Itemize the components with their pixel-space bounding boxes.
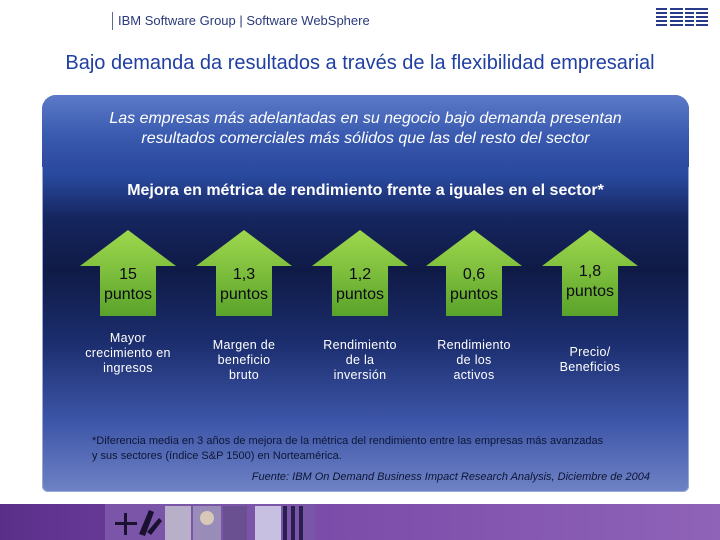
footnote-line-2: y sus sectores (índice S&P 1500) en Nort…: [92, 450, 342, 462]
metric-value-1: 15 puntos: [80, 265, 176, 305]
metric-value-unit: puntos: [449, 286, 499, 303]
metric-value-number: 15: [119, 266, 137, 283]
arrow-up-icon: [542, 230, 638, 316]
metric-label-3: Rendimiento de la inversión: [300, 338, 420, 383]
metric-value-5: 1,8 puntos: [542, 262, 638, 302]
slide-title: Bajo demanda da resultados a través de l…: [65, 52, 655, 74]
label-line: Rendimiento: [437, 338, 511, 352]
metric-value-number: 1,2: [348, 266, 372, 283]
arrow-up-icon: [426, 230, 522, 316]
label-line: Rendimiento: [323, 338, 397, 352]
metric-value-number: 1,8: [578, 263, 602, 280]
arrow-up-icon: [312, 230, 408, 316]
label-line: Mayor: [109, 331, 147, 345]
metric-label-1: Mayor crecimiento en ingresos: [68, 331, 188, 376]
label-line: beneficio: [217, 353, 271, 367]
content-panel: Las empresas más adelantadas en su negoc…: [42, 95, 689, 492]
label-line: de los: [456, 353, 492, 367]
metric-value-unit: puntos: [103, 286, 153, 303]
ibm-logo: [656, 6, 708, 28]
footer-image-strip: [105, 504, 315, 540]
source-note: Fuente: IBM On Demand Business Impact Re…: [251, 471, 650, 483]
panel-subtitle: Las empresas más adelantadas en su negoc…: [42, 109, 689, 149]
metric-value-unit: puntos: [565, 283, 615, 300]
subtitle-line-2: resultados comerciales más sólidos que l…: [141, 130, 590, 147]
metric-value-number: 1,3: [232, 266, 256, 283]
label-line: bruto: [229, 368, 259, 382]
metric-value-number: 0,6: [462, 266, 486, 283]
metric-value-2: 1,3 puntos: [196, 265, 292, 305]
metric-label-2: Margen de beneficio bruto: [184, 338, 304, 383]
label-line: inversión: [333, 368, 387, 382]
header-text: IBM Software Group | Software WebSphere: [118, 13, 370, 28]
footnote-line-1: *Diferencia media en 3 años de mejora de…: [92, 435, 604, 447]
subtitle-line-1: Las empresas más adelantadas en su negoc…: [109, 110, 622, 127]
arrow-up-icon: [196, 230, 292, 316]
metric-value-unit: puntos: [335, 286, 385, 303]
metric-value-3: 1,2 puntos: [312, 265, 408, 305]
metric-value-unit: puntos: [219, 286, 269, 303]
arrow-up-icon: [80, 230, 176, 316]
metric-value-4: 0,6 puntos: [426, 265, 522, 305]
label-line: activos: [453, 368, 495, 382]
metric-heading: Mejora en métrica de rendimiento frente …: [127, 182, 604, 199]
footnote: *Diferencia media en 3 años de mejora de…: [92, 434, 682, 464]
metric-label-5: Precio/ Beneficios: [530, 345, 650, 375]
label-line: Margen de: [212, 338, 276, 352]
panel-top-band: [42, 95, 689, 167]
label-line: Precio/: [569, 345, 611, 359]
header-divider: [112, 12, 113, 30]
label-line: de la: [345, 353, 375, 367]
label-line: crecimiento en: [85, 346, 171, 360]
label-line: Beneficios: [559, 360, 621, 374]
label-line: ingresos: [103, 361, 153, 375]
metric-label-4: Rendimiento de los activos: [414, 338, 534, 383]
